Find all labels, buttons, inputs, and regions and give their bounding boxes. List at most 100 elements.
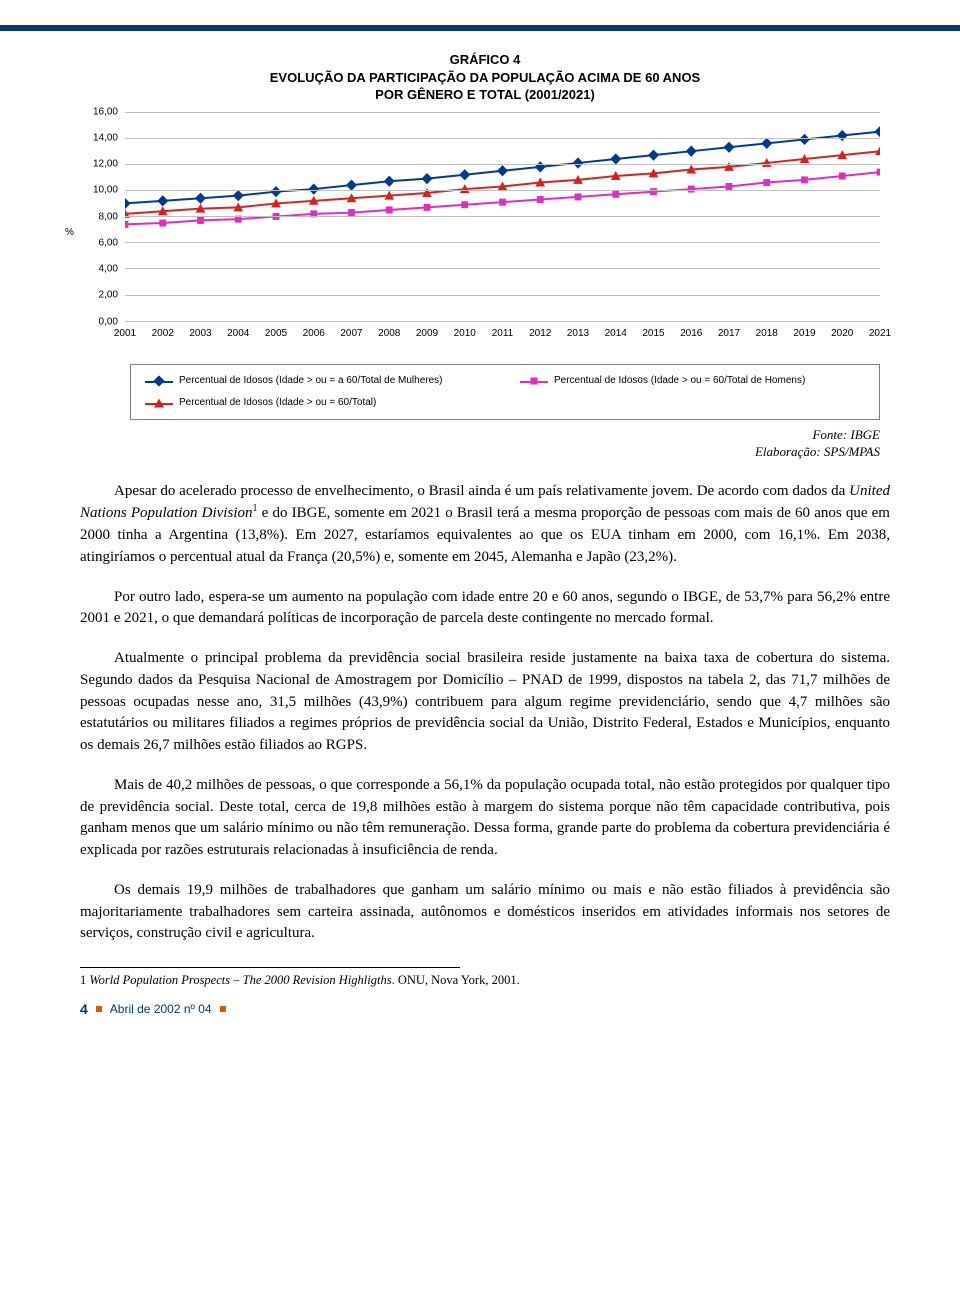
chart-marker — [573, 157, 584, 168]
chart-marker — [726, 183, 733, 190]
y-tick-label: 2,00 — [99, 290, 118, 301]
chart-marker — [610, 153, 621, 164]
plot-region — [125, 112, 880, 322]
chart-marker — [801, 176, 808, 183]
chart-marker — [159, 219, 166, 226]
chart-plot-area: % 0,002,004,006,008,0010,0012,0014,0016,… — [125, 112, 880, 352]
footnote-number: 1 — [80, 973, 89, 987]
chart-title-line: EVOLUÇÃO DA PARTICIPAÇÃO DA POPULAÇÃO AC… — [80, 69, 890, 87]
chart-marker — [233, 190, 244, 201]
y-tick-label: 4,00 — [99, 264, 118, 275]
chart-grafico-4: GRÁFICO 4 EVOLUÇÃO DA PARTICIPAÇÃO DA PO… — [80, 51, 890, 461]
footer-bullet-icon — [220, 1006, 226, 1012]
x-tick-label: 2019 — [793, 328, 815, 339]
chart-source: Fonte: IBGE Elaboração: SPS/MPAS — [80, 426, 880, 461]
x-tick-label: 2003 — [189, 328, 211, 339]
gridline — [125, 295, 880, 296]
chart-marker — [308, 183, 319, 194]
y-tick-label: 12,00 — [93, 159, 118, 170]
x-tick-label: 2002 — [152, 328, 174, 339]
chart-marker — [424, 204, 431, 211]
chart-marker — [875, 126, 880, 137]
x-tick-label: 2010 — [454, 328, 476, 339]
x-axis-labels: 2001200220032004200520062007200820092010… — [125, 324, 880, 352]
chart-marker — [877, 168, 880, 175]
legend-swatch — [145, 375, 173, 387]
x-tick-label: 2008 — [378, 328, 400, 339]
legend-item: Percentual de Idosos (Idade > ou = a 60/… — [145, 375, 490, 387]
footnote-1: 1 World Population Prospects – The 2000 … — [80, 972, 890, 989]
x-tick-label: 2009 — [416, 328, 438, 339]
x-tick-label: 2014 — [605, 328, 627, 339]
legend-swatch — [145, 397, 173, 409]
x-tick-label: 2020 — [831, 328, 853, 339]
text: Apesar do acelerado processo de envelhec… — [114, 483, 849, 499]
chart-marker — [125, 197, 130, 208]
chart-title-line: POR GÊNERO E TOTAL (2001/2021) — [80, 86, 890, 104]
gridline — [125, 321, 880, 322]
chart-marker — [761, 137, 772, 148]
chart-marker — [763, 179, 770, 186]
x-tick-label: 2013 — [567, 328, 589, 339]
chart-marker — [271, 186, 282, 197]
gridline — [125, 216, 880, 217]
y-tick-label: 8,00 — [99, 211, 118, 222]
x-tick-label: 2007 — [340, 328, 362, 339]
chart-marker — [650, 188, 657, 195]
footnote-rule — [80, 967, 460, 968]
gridline — [125, 112, 880, 113]
chart-marker — [839, 172, 846, 179]
gridline — [125, 164, 880, 165]
chart-marker — [499, 198, 506, 205]
legend-label: Percentual de Idosos (Idade > ou = 60/To… — [179, 397, 376, 408]
chart-marker — [724, 141, 735, 152]
page-footer: 4 Abril de 2002 nº 04 — [80, 1001, 890, 1017]
legend-item: Percentual de Idosos (Idade > ou = 60/To… — [145, 397, 490, 409]
chart-marker — [837, 130, 848, 141]
y-tick-label: 0,00 — [99, 316, 118, 327]
paragraph-2: Por outro lado, espera-se um aumento na … — [80, 587, 890, 631]
x-tick-label: 2011 — [492, 328, 514, 339]
y-tick-label: 6,00 — [99, 237, 118, 248]
chart-marker — [799, 133, 810, 144]
page-number: 4 — [80, 1001, 88, 1017]
legend-item: Percentual de Idosos (Idade > ou = 60/To… — [520, 375, 865, 387]
legend-swatch — [520, 375, 548, 387]
chart-marker — [537, 196, 544, 203]
chart-marker — [535, 161, 546, 172]
chart-marker — [461, 201, 468, 208]
y-tick-label: 14,00 — [93, 132, 118, 143]
paragraph-5: Os demais 19,9 milhões de trabalhadores … — [80, 880, 890, 945]
chart-marker — [648, 149, 659, 160]
page-content: GRÁFICO 4 EVOLUÇÃO DA PARTICIPAÇÃO DA PO… — [0, 51, 960, 1047]
y-tick-label: 16,00 — [93, 106, 118, 117]
gridline — [125, 190, 880, 191]
chart-marker — [459, 169, 470, 180]
chart-marker — [386, 206, 393, 213]
chart-legend: Percentual de Idosos (Idade > ou = a 60/… — [130, 364, 880, 420]
gridline — [125, 242, 880, 243]
chart-marker — [348, 209, 355, 216]
chart-marker — [197, 217, 204, 224]
chart-marker — [686, 145, 697, 156]
chart-marker — [384, 175, 395, 186]
x-tick-label: 2017 — [718, 328, 740, 339]
legend-label: Percentual de Idosos (Idade > ou = a 60/… — [179, 375, 443, 386]
source-line: Fonte: IBGE — [80, 426, 880, 444]
chart-marker — [497, 165, 508, 176]
chart-marker — [422, 173, 433, 184]
x-tick-label: 2016 — [680, 328, 702, 339]
y-axis-labels: 0,002,004,006,008,0010,0012,0014,0016,00 — [80, 112, 120, 322]
x-tick-label: 2015 — [642, 328, 664, 339]
x-tick-label: 2006 — [303, 328, 325, 339]
x-tick-label: 2004 — [227, 328, 249, 339]
legend-label: Percentual de Idosos (Idade > ou = 60/To… — [554, 375, 805, 386]
paragraph-3: Atualmente o principal problema da previ… — [80, 648, 890, 757]
paragraph-1: Apesar do acelerado processo de envelhec… — [80, 481, 890, 569]
chart-marker — [688, 185, 695, 192]
footnote-emphasis: World Population Prospects – The 2000 Re… — [89, 973, 391, 987]
source-line: Elaboração: SPS/MPAS — [80, 443, 880, 461]
chart-marker — [575, 193, 582, 200]
issue-label: Abril de 2002 nº 04 — [110, 1002, 212, 1016]
x-tick-label: 2018 — [756, 328, 778, 339]
